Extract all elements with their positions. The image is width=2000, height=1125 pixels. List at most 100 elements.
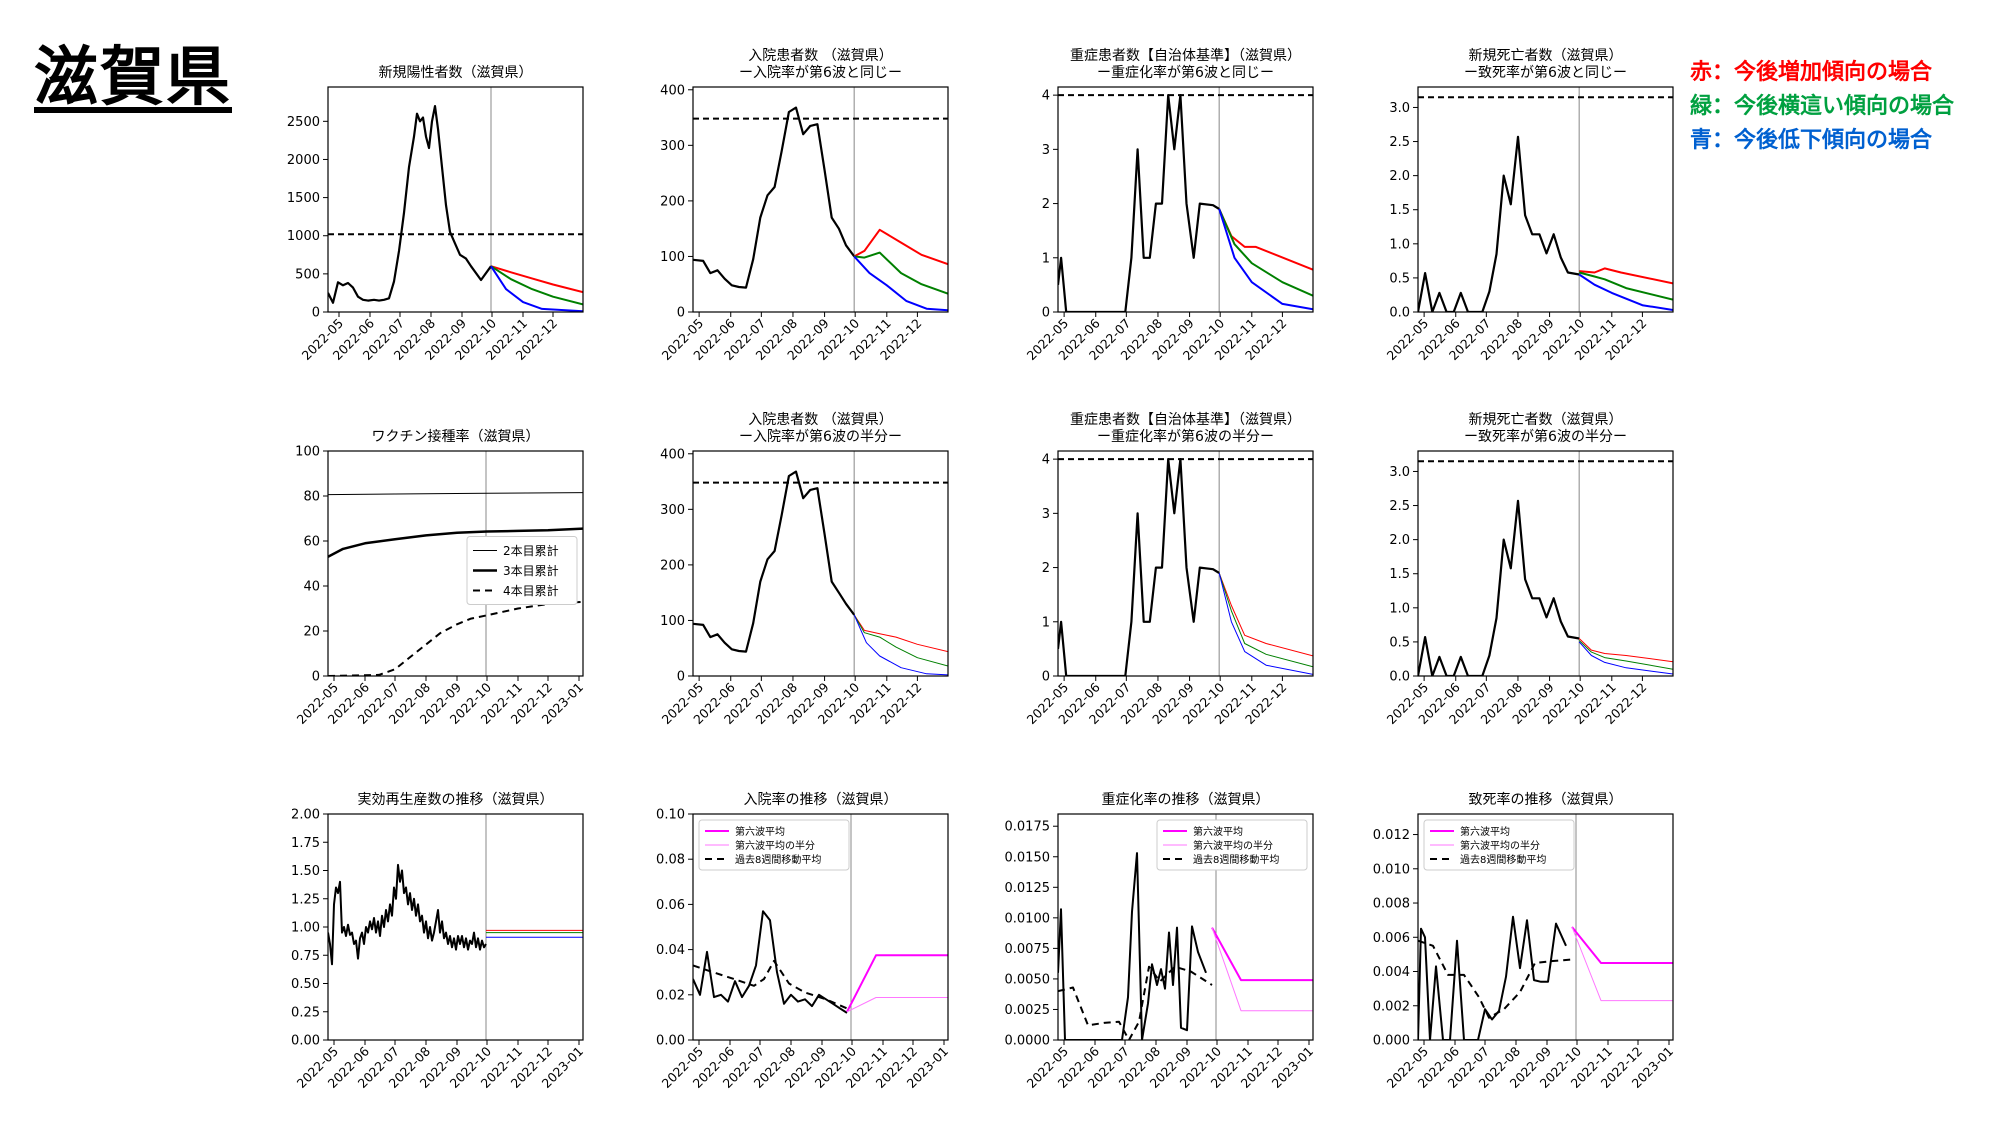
legend-label: 第六波平均の半分 (735, 839, 815, 852)
chart-severe-half: 重症患者数【自治体基準】（滋賀県）ー重症化率が第6波の半分ー012342022-… (1024, 411, 1314, 727)
y-tick-label: 0.02 (656, 988, 685, 1003)
y-tick-label: 1000 (287, 229, 320, 244)
y-tick-label: 300 (660, 139, 685, 154)
chart-hosp-half: 入院患者数 （滋賀県）ー入院率が第6波の半分ー01002003004002022… (659, 412, 949, 727)
y-tick-label: 2 (1042, 561, 1050, 576)
series-line-blue (1578, 641, 1673, 675)
plot-frame (327, 450, 584, 677)
y-tick-label: 0.00 (656, 1034, 685, 1049)
series-line-blue (490, 265, 583, 312)
plot-frame (327, 86, 584, 313)
plot-frame (692, 450, 949, 677)
chart-rt: 実効再生産数の推移（滋賀県） 0.00 0.25 0.50 0.75 1.00 1.25 1.… (291, 792, 586, 1091)
y-tick-label: 0.0075 (1005, 942, 1051, 957)
y-tick-label: 0 (1042, 670, 1050, 685)
series-line-black (1418, 915, 1567, 1040)
chart-title: 重症患者数【自治体基準】（滋賀県） (1070, 47, 1301, 64)
y-tick-label: 0 (312, 670, 320, 685)
plot-frame (1057, 813, 1314, 1041)
chart-title: 新規死亡者数（滋賀県） (1469, 412, 1623, 428)
y-tick-label: 80 (303, 490, 320, 505)
series-line-black (693, 106, 856, 289)
legend-frame (1156, 819, 1308, 871)
chart-title: ー入院率が第6波と同じー (739, 64, 902, 81)
series-line-magenta (1571, 926, 1673, 964)
series-line-green (853, 614, 948, 667)
y-tick-label: 1500 (287, 191, 320, 206)
series-line-black (1058, 965, 1213, 1040)
series-line-black (1418, 135, 1580, 312)
y-tick-label: 20 (303, 625, 320, 640)
plot-frame (1417, 450, 1674, 677)
y-tick-label: 2.0 (1389, 533, 1410, 548)
legend-frame (466, 536, 578, 605)
series-line-black (328, 527, 583, 558)
y-tick-label: 2 (1042, 197, 1050, 212)
series-line-black (693, 959, 848, 1010)
series-line-pink (846, 997, 948, 1013)
plot-frame (1417, 86, 1674, 313)
chart-title: ー致死率が第6波の半分ー (1464, 428, 1627, 445)
scenario-legend-green: 緑：今後横這い傾向の場合 (1690, 94, 1955, 119)
y-tick-label: 0.08 (656, 853, 685, 868)
chart-title: ー入院率が第6波の半分ー (739, 428, 902, 445)
y-tick-label: 0 (677, 670, 685, 685)
y-tick-label: 0.5 (1389, 635, 1410, 650)
chart-title: 新規陽性者数（滋賀県） (379, 65, 533, 81)
y-tick-label: 200 (660, 194, 685, 209)
y-tick-label: 1.5 (1389, 567, 1410, 582)
series-line-black (693, 470, 856, 653)
y-tick-label: 4 (1042, 89, 1050, 104)
chart-title: 重症化率の推移（滋賀県） (1102, 791, 1270, 808)
series-line-black (1418, 939, 1573, 1019)
chart-title: ー重症化率が第6波と同じー (1097, 64, 1274, 81)
y-tick-label: 4 (1042, 453, 1050, 468)
series-line-red (1578, 638, 1673, 663)
series-line-blue (1218, 208, 1313, 311)
y-tick-label: 400 (660, 447, 685, 462)
legend-label: 第六波平均の半分 (1193, 839, 1273, 852)
y-tick-label: 1.0 (1389, 601, 1410, 616)
y-tick-label: 0.0 (1389, 306, 1410, 321)
legend-label: 第六波平均 (1460, 825, 1510, 838)
legend-frame (1423, 819, 1575, 871)
series-line-magenta (846, 954, 948, 1013)
y-tick-label: 1.0 (1389, 237, 1410, 252)
y-tick-label: 100 (660, 614, 685, 629)
chart-vaccination: ワクチン接種率（滋賀県）0204060801002022-052022-0620… (294, 428, 587, 727)
y-tick-label: 1.50 (291, 864, 320, 879)
series-line-blue (853, 614, 948, 676)
y-tick-label: 2.00 (291, 808, 320, 823)
series-line-green (854, 251, 948, 295)
plot-frame (1057, 450, 1314, 677)
y-tick-label: 3 (1042, 143, 1050, 158)
chart-legend: 2本目累計 3本目累計 4本目累計 (466, 536, 578, 605)
y-tick-label: 0.0025 (1005, 1003, 1051, 1018)
y-tick-label: 1.25 (291, 892, 320, 907)
y-tick-label: 100 (660, 250, 685, 265)
y-tick-label: 0.012 (1373, 828, 1410, 843)
y-tick-label: 0.0000 (1005, 1034, 1051, 1049)
series-line-green (1578, 271, 1673, 301)
chart-severe-rate: 重症化率の推移（滋賀県） 0.0000 0.0025 0.0050 0.0075 0.01… (1005, 791, 1317, 1091)
chart-hosp-same: 入院患者数 （滋賀県）ー入院率が第6波と同じー01002003004002022… (659, 48, 949, 363)
chart-title: ー致死率が第6波と同じー (1464, 64, 1627, 81)
series-line-red (1218, 572, 1313, 657)
series-line-pink (1571, 926, 1673, 1002)
chart-title: 致死率の推移（滋賀県） (1469, 791, 1623, 808)
y-tick-label: 0.25 (291, 1005, 320, 1020)
series-line-green (1218, 208, 1313, 297)
series-line-pink (1211, 927, 1313, 1012)
y-tick-label: 0.0050 (1005, 972, 1051, 987)
y-tick-label: 40 (303, 580, 320, 595)
y-tick-label: 0.006 (1373, 931, 1410, 946)
y-tick-label: 0.010 (1373, 862, 1410, 877)
y-tick-label: 0 (677, 306, 685, 321)
y-tick-label: 1.00 (291, 921, 320, 936)
y-tick-label: 0.10 (656, 808, 685, 823)
series-line-black (328, 104, 492, 304)
